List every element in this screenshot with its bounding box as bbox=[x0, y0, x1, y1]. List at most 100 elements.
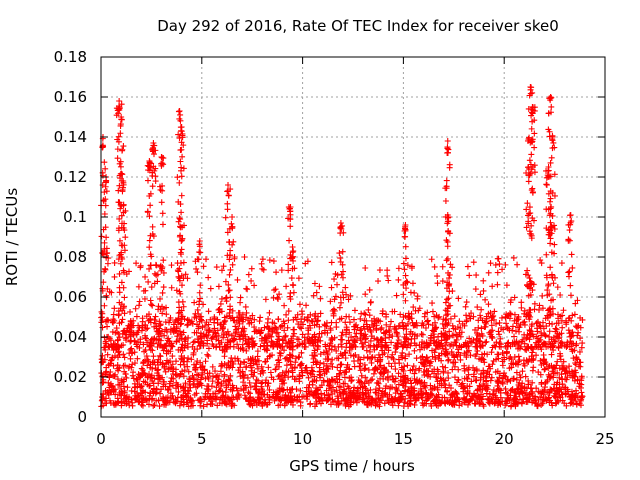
data-point bbox=[128, 387, 135, 394]
data-point bbox=[444, 305, 451, 312]
data-point bbox=[216, 343, 223, 350]
data-point bbox=[140, 359, 147, 366]
data-point bbox=[209, 363, 216, 370]
data-point bbox=[461, 362, 468, 369]
data-point bbox=[205, 308, 212, 315]
data-point bbox=[534, 319, 541, 326]
data-point bbox=[424, 318, 431, 325]
data-point bbox=[477, 374, 484, 381]
data-point bbox=[137, 373, 144, 380]
data-point bbox=[311, 353, 318, 360]
data-point bbox=[543, 181, 550, 188]
data-point bbox=[126, 328, 133, 335]
data-point bbox=[525, 377, 532, 384]
data-point bbox=[316, 323, 323, 330]
data-point bbox=[322, 341, 329, 348]
data-point bbox=[258, 260, 265, 267]
data-point bbox=[476, 337, 483, 344]
data-point bbox=[544, 287, 551, 294]
data-point bbox=[364, 401, 371, 408]
grid-lines bbox=[101, 57, 605, 417]
data-point bbox=[565, 269, 572, 276]
data-point bbox=[177, 361, 184, 368]
data-point bbox=[548, 230, 555, 237]
data-point bbox=[445, 269, 452, 276]
data-point bbox=[191, 314, 198, 321]
data-point bbox=[224, 200, 231, 207]
data-point bbox=[534, 403, 541, 410]
data-point bbox=[225, 331, 232, 338]
data-point bbox=[409, 319, 416, 326]
data-point bbox=[207, 285, 214, 292]
data-point bbox=[139, 387, 146, 394]
data-point bbox=[121, 294, 128, 301]
data-point bbox=[551, 226, 558, 233]
data-point bbox=[245, 356, 252, 363]
data-point bbox=[257, 314, 264, 321]
data-point bbox=[412, 379, 419, 386]
data-point bbox=[569, 312, 576, 319]
data-point bbox=[388, 318, 395, 325]
y-tick-label: 0.12 bbox=[54, 168, 87, 186]
data-point bbox=[432, 319, 439, 326]
data-point bbox=[572, 387, 579, 394]
data-point bbox=[274, 341, 281, 348]
data-point bbox=[290, 282, 297, 289]
data-point bbox=[499, 362, 506, 369]
data-point bbox=[280, 377, 287, 384]
data-point bbox=[428, 256, 435, 263]
data-point bbox=[466, 335, 473, 342]
data-point bbox=[502, 313, 509, 320]
data-point bbox=[440, 325, 447, 332]
data-point bbox=[128, 337, 135, 344]
data-point bbox=[548, 297, 555, 304]
data-point bbox=[515, 385, 522, 392]
data-point bbox=[571, 311, 578, 318]
data-point bbox=[493, 396, 500, 403]
data-point bbox=[442, 400, 449, 407]
data-point bbox=[221, 361, 228, 368]
data-point bbox=[511, 339, 518, 346]
data-point bbox=[335, 343, 342, 350]
data-point bbox=[345, 296, 352, 303]
data-point bbox=[411, 387, 418, 394]
data-point bbox=[178, 209, 185, 216]
data-point bbox=[572, 367, 579, 374]
data-point bbox=[418, 391, 425, 398]
data-point bbox=[116, 98, 123, 104]
data-point bbox=[294, 342, 301, 349]
data-point bbox=[496, 370, 503, 377]
data-point bbox=[120, 202, 127, 209]
data-point bbox=[148, 396, 155, 403]
data-point bbox=[147, 319, 154, 326]
data-point bbox=[388, 339, 395, 346]
data-point bbox=[243, 347, 250, 354]
data-point bbox=[421, 381, 428, 388]
data-point bbox=[246, 379, 253, 386]
data-point bbox=[367, 377, 374, 384]
data-point bbox=[548, 399, 555, 406]
data-point bbox=[546, 128, 553, 135]
data-point bbox=[317, 372, 324, 379]
data-point bbox=[373, 389, 380, 396]
data-point bbox=[266, 325, 273, 332]
data-point bbox=[381, 400, 388, 407]
data-point bbox=[112, 400, 119, 407]
data-point bbox=[305, 388, 312, 395]
data-point bbox=[578, 396, 585, 403]
data-point bbox=[269, 343, 276, 350]
data-point bbox=[159, 154, 166, 161]
data-point bbox=[463, 343, 470, 350]
data-point bbox=[124, 393, 131, 400]
data-point bbox=[129, 402, 136, 409]
data-point bbox=[481, 350, 488, 357]
data-point bbox=[371, 320, 378, 327]
data-point bbox=[158, 199, 165, 206]
data-point bbox=[478, 306, 485, 313]
data-point bbox=[278, 373, 285, 380]
data-point bbox=[304, 396, 311, 403]
data-point bbox=[560, 364, 567, 371]
data-point bbox=[262, 296, 269, 303]
data-point bbox=[552, 338, 559, 345]
